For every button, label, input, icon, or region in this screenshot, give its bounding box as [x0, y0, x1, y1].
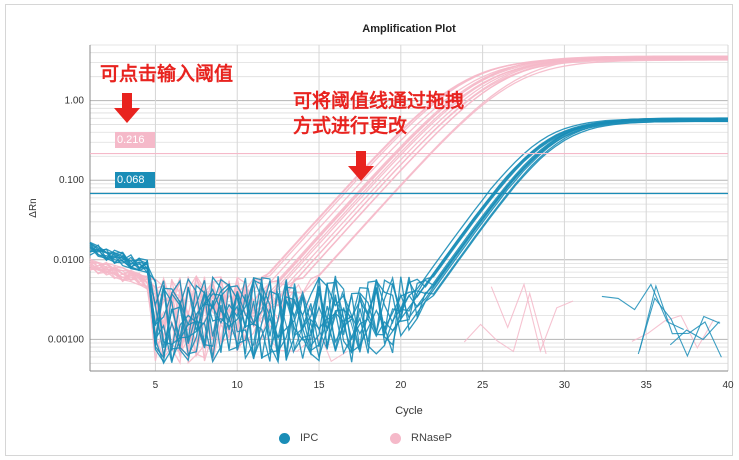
legend-label-ipc: IPC	[300, 432, 319, 444]
series-line-ipc	[89, 117, 728, 354]
amplification-plot: Amplification Plot 0.00100 0.0100 0.100 1.00…	[28, 23, 734, 417]
series-noise-ipc	[639, 284, 722, 358]
series-line-ipc	[89, 120, 728, 364]
chart-frame: Amplification Plot 0.00100 0.0100 0.100 1.00…	[5, 4, 734, 456]
x-tick-label: 25	[477, 380, 489, 391]
series-line-ipc	[89, 120, 728, 363]
arrow-down-icon	[348, 151, 374, 181]
y-axis-label: ΔRn	[28, 198, 39, 217]
x-tick-label: 40	[722, 380, 734, 391]
series-noise-rnasep	[631, 314, 715, 350]
series-noise-ipc	[276, 290, 360, 354]
series-line-rnasep	[89, 59, 728, 355]
y-tick-label: 0.100	[59, 175, 84, 186]
legend-item-rnasep[interactable]: RNaseP	[390, 432, 452, 444]
series-line-rnasep	[89, 55, 728, 359]
x-tick-label: 10	[232, 380, 244, 391]
series-noise-rnasep	[463, 291, 547, 355]
y-tick-label: 0.00100	[48, 334, 85, 345]
x-tick-label: 30	[559, 380, 571, 391]
annotation-drag-threshold: 可将阈值线通过拖拽 方式进行更改	[293, 89, 464, 139]
x-tick-label: 15	[313, 380, 325, 391]
series-noise-rnasep	[490, 282, 574, 353]
legend-marker-ipc	[279, 432, 290, 444]
y-tick-label: 0.0100	[53, 255, 84, 266]
x-tick-label: 5	[153, 380, 159, 391]
series-noise-ipc	[669, 321, 720, 346]
legend-label-rnasep: RNaseP	[411, 432, 452, 444]
chart-title: Amplification Plot	[362, 23, 456, 35]
legend-marker-rnasep	[390, 432, 401, 444]
series-line-rnasep	[89, 57, 728, 355]
threshold-input-rnasep[interactable]: 0.216	[115, 132, 155, 148]
series-line-ipc	[89, 119, 729, 358]
legend-item-ipc[interactable]: IPC	[279, 432, 318, 444]
annotation-drag-line-1: 可将阈值线通过拖拽	[293, 90, 465, 112]
threshold-input-ipc[interactable]: 0.068	[115, 172, 155, 188]
x-axis-label: Cycle	[395, 405, 423, 417]
arrow-down-icon	[114, 93, 140, 123]
y-tick-label: 1.00	[65, 96, 85, 107]
x-tick-label: 20	[395, 380, 407, 391]
annotation-click-to-input: 可点击输入阈值	[100, 63, 234, 85]
annotation-drag-line-2: 方式进行更改	[293, 115, 408, 137]
x-tick-label: 35	[641, 380, 653, 391]
series-noise-ipc	[601, 283, 684, 330]
